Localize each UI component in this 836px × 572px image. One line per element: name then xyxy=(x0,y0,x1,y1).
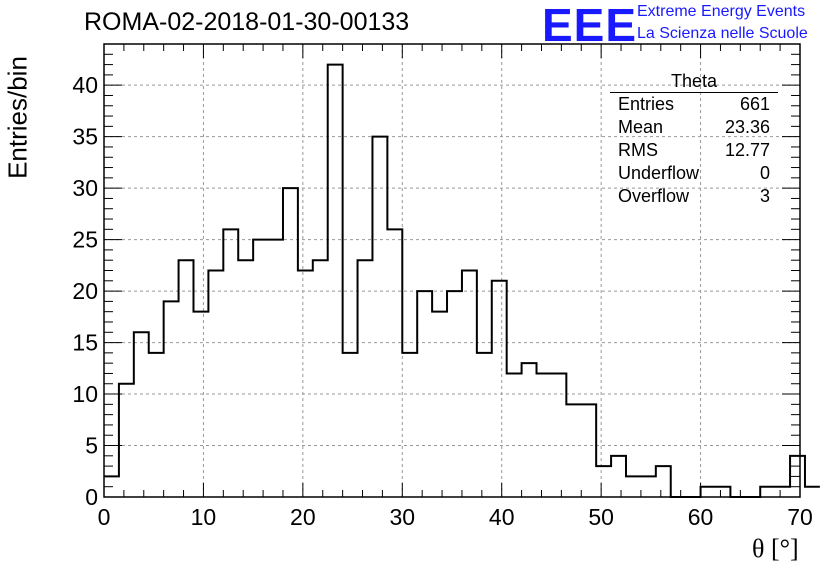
stats-value: 12.77 xyxy=(724,140,770,160)
stats-value: 3 xyxy=(759,186,770,206)
stats-value: 0 xyxy=(759,163,770,183)
y-axis-label: Entries/bin xyxy=(2,56,33,179)
x-tick-label: 20 xyxy=(290,504,316,530)
stats-value: 661 xyxy=(739,94,770,114)
y-tick-label: 15 xyxy=(72,330,98,356)
x-tick-label: 60 xyxy=(688,504,714,530)
stats-label: Underflow xyxy=(618,163,700,183)
stats-label: Mean xyxy=(618,117,664,137)
stats-row: Overflow 3 xyxy=(610,185,778,208)
stats-label: Overflow xyxy=(618,186,690,206)
y-tick-label: 5 xyxy=(85,433,98,459)
stats-value: 23.36 xyxy=(724,117,770,137)
logo-line-2: La Scienza nelle Scuole xyxy=(637,25,808,42)
y-tick-label: 20 xyxy=(72,278,98,304)
stats-title: Theta xyxy=(610,70,778,93)
plot-frame xyxy=(103,43,801,498)
x-tick-label: 10 xyxy=(191,504,217,530)
stats-label: Entries xyxy=(618,94,675,114)
y-tick-label: 40 xyxy=(72,72,98,98)
y-tick-label: 35 xyxy=(72,124,98,150)
stats-label: RMS xyxy=(618,140,658,160)
y-tick-label: 0 xyxy=(85,484,98,510)
stats-box: Theta Entries 661 Mean 23.36 RMS 12.77 Unde… xyxy=(610,70,778,208)
x-axis-label: θ [°] xyxy=(752,534,799,563)
stats-row: Underflow 0 xyxy=(610,162,778,185)
logo-line-1: Extreme Energy Events xyxy=(637,3,806,20)
y-tick-label: 10 xyxy=(72,381,98,407)
y-tick-label: 25 xyxy=(72,227,98,253)
x-tick-label: 70 xyxy=(787,504,813,530)
stats-row: Entries 661 xyxy=(610,93,778,116)
stats-row: RMS 12.77 xyxy=(610,139,778,162)
chart-title: ROMA-02-2018-01-30-00133 xyxy=(84,8,410,36)
x-tick-label: 30 xyxy=(389,504,415,530)
y-axis-label-wrap: Entries/bin xyxy=(0,40,40,200)
axis-ticks xyxy=(103,43,801,498)
y-tick-label: 30 xyxy=(72,175,98,201)
x-tick-label: 0 xyxy=(98,504,111,530)
x-tick-label: 40 xyxy=(489,504,515,530)
x-tick-label: 50 xyxy=(588,504,614,530)
eee-logo: EEE xyxy=(542,0,638,51)
stats-row: Mean 23.36 xyxy=(610,116,778,139)
